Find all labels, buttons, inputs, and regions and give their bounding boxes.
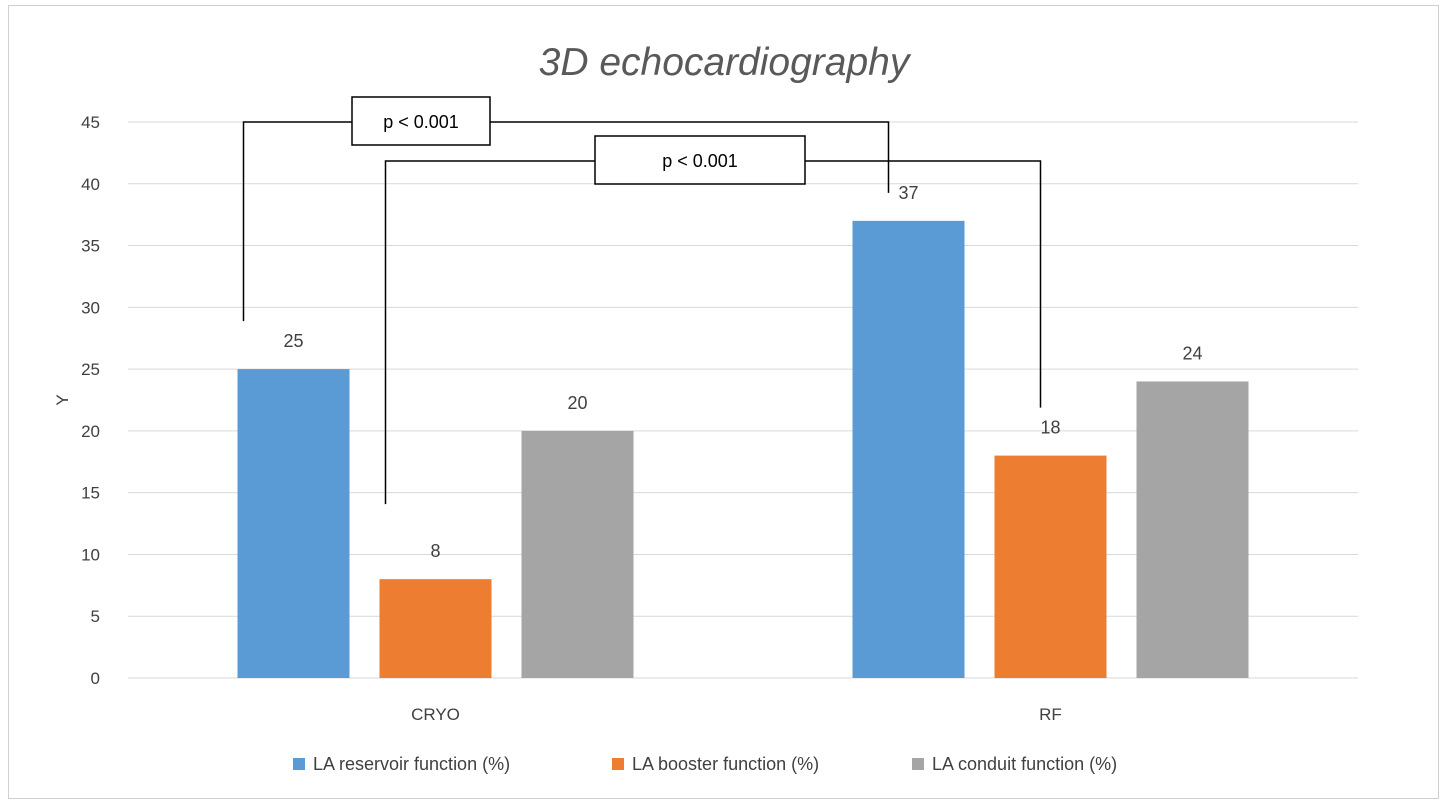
bar-cryo-series-3 [521,430,634,678]
data-label: 37 [898,183,918,203]
y-tick-label: 20 [81,422,100,441]
y-tick-label: 25 [81,360,100,379]
bracket-line [242,121,890,322]
data-label: 20 [567,393,587,413]
y-tick-label: 5 [91,607,100,626]
data-label: 18 [1040,418,1060,438]
legend-entry: LA booster function (%) [632,754,819,774]
p-value-box [594,135,806,185]
bar-rf-series-1 [852,220,965,678]
bar-rf-series-2 [994,455,1107,678]
data-labels: 25 37 8 18 20 24 [283,183,1202,561]
category-label: CRYO [411,705,460,724]
p-value-box [351,96,491,146]
legend-entry: LA reservoir function (%) [313,754,510,774]
legend-swatch [293,758,305,770]
y-tick-label: 35 [81,237,100,256]
data-label: 24 [1182,343,1202,363]
legend-swatch [612,758,624,770]
y-tick-label: 0 [91,669,100,688]
y-tick-label: 45 [81,113,100,132]
y-tick-label: 40 [81,175,100,194]
p-value-label: p < 0.001 [383,112,459,132]
legend-swatch [912,758,924,770]
y-tick-label: 10 [81,545,100,564]
chart-title: 3D echocardiography [539,41,912,84]
bar-cryo-series-1 [237,369,350,678]
legend-entry: LA conduit function (%) [932,754,1117,774]
y-axis-ticks: 0 5 10 15 20 25 30 35 40 45 [81,113,100,688]
data-label: 8 [430,541,440,561]
category-label: RF [1039,705,1062,724]
y-tick-label: 30 [81,298,100,317]
y-axis-label: Y [53,394,72,405]
bar-rf-series-3 [1136,381,1249,678]
bars [237,220,1249,678]
data-label: 25 [283,331,303,351]
p-value-label: p < 0.001 [662,151,738,171]
category-labels: CRYO RF [411,705,1062,724]
significance-brackets: p < 0.001 p < 0.001 [242,96,1042,505]
legend: LA reservoir function (%) LA booster func… [293,754,1117,774]
y-tick-label: 15 [81,484,100,503]
bar-cryo-series-2 [379,579,492,678]
